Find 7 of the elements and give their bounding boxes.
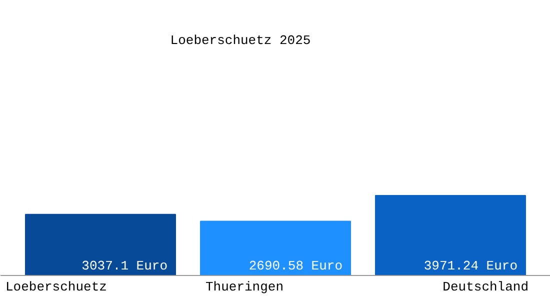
- data-label: 3037.1 Euro: [82, 258, 168, 274]
- x-tick-label: Thueringen: [206, 280, 284, 294]
- x-tick-label: Deutschland: [442, 280, 529, 294]
- data-label: 2690.58 Euro: [248, 258, 343, 274]
- x-tick-label: Loeberschuetz: [6, 280, 107, 294]
- chart-title: Loeberschuetz 2025: [170, 33, 311, 48]
- data-label: 3971.24 Euro: [424, 258, 518, 274]
